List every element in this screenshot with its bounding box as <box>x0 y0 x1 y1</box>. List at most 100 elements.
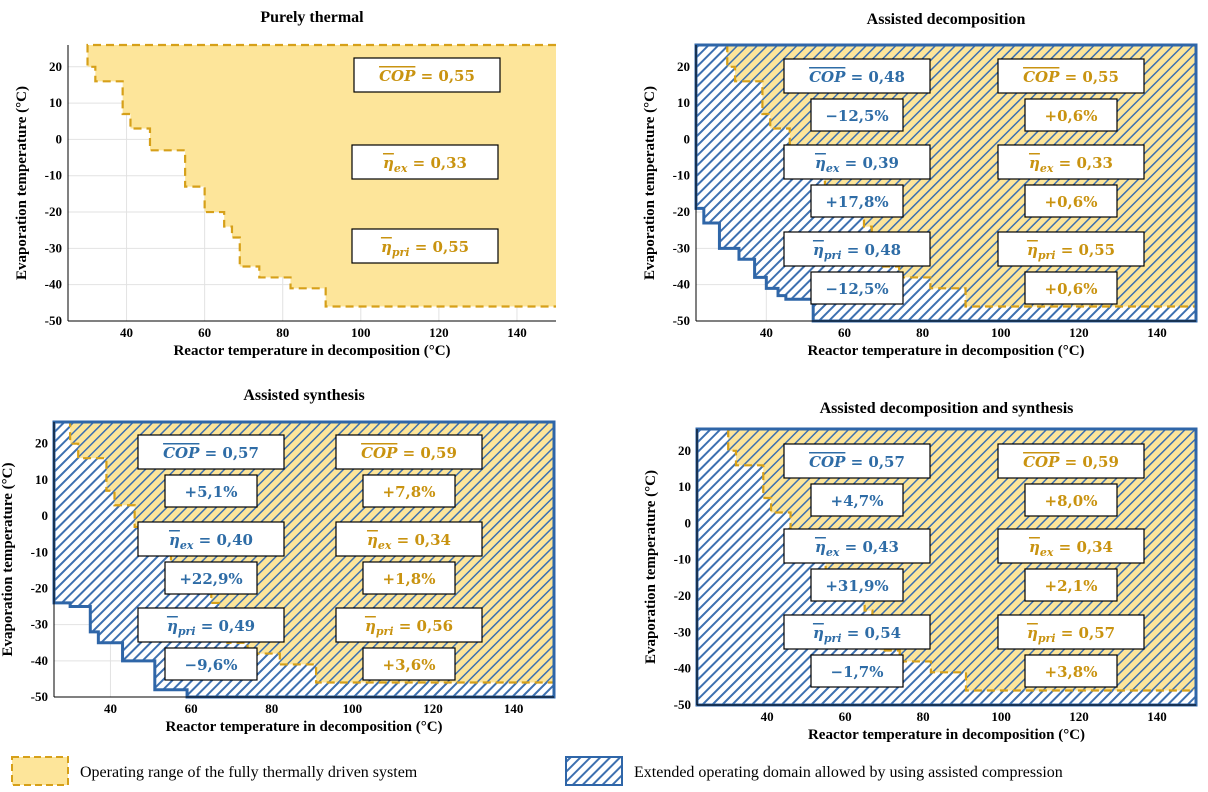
x-tick-label: 60 <box>839 709 852 724</box>
x-axis-label: Reactor temperature in decomposition (°C… <box>165 719 442 735</box>
value-box: ηpri = 0,55 +0,6% <box>997 231 1145 305</box>
y-tick-label: -50 <box>674 697 691 712</box>
y-tick-label: -20 <box>673 204 690 219</box>
x-tick-label: 120 <box>429 325 449 340</box>
change-box-frame <box>1024 568 1118 602</box>
y-tick-label: 10 <box>678 479 691 494</box>
value-box-frame <box>783 58 931 94</box>
chart-title: Purely thermal <box>260 9 364 26</box>
y-tick-label: 0 <box>684 131 691 146</box>
y-tick-label: -10 <box>31 544 48 559</box>
x-axis-label: Reactor temperature in decomposition (°C… <box>807 343 1084 359</box>
value-box: ηpri = 0,49 −9,6% <box>137 607 285 681</box>
y-tick-label: -40 <box>31 653 48 668</box>
x-tick-label: 140 <box>1147 325 1167 340</box>
y-tick-label: -40 <box>674 661 691 676</box>
value-box-frame <box>351 228 499 264</box>
x-tick-label: 80 <box>276 325 289 340</box>
value-text: ηpri = 0,57 <box>1027 624 1115 645</box>
value-box: COP = 0,59 +7,8% <box>335 434 483 508</box>
legend-thermal-swatch <box>11 756 69 786</box>
x-tick-label: 100 <box>351 325 371 340</box>
change-box-frame <box>810 654 904 688</box>
value-box-frame <box>997 614 1145 650</box>
value-box: COP = 0,55 <box>353 57 501 93</box>
x-tick-label: 140 <box>1147 709 1167 724</box>
x-tick-label: 60 <box>838 325 851 340</box>
value-box-frame <box>997 144 1145 180</box>
y-tick-label: 10 <box>35 472 48 487</box>
change-box-frame <box>164 474 258 508</box>
change-text: +7,8% <box>383 483 436 501</box>
value-box: COP = 0,57 +4,7% <box>783 443 931 517</box>
y-axis-label: Evaporation temperature (°C) <box>643 470 659 664</box>
value-text: COP = 0,55 <box>1023 68 1119 86</box>
y-tick-label: -50 <box>673 313 690 328</box>
thermal-boundary <box>727 427 1196 692</box>
x-tick-label: 140 <box>507 325 527 340</box>
value-text: ηpri = 0,55 <box>381 238 469 259</box>
y-tick-label: 10 <box>49 95 62 110</box>
y-tick-label: 0 <box>42 508 49 523</box>
change-box-frame <box>1024 271 1118 305</box>
value-box-frame <box>335 607 483 643</box>
x-tick-label: 40 <box>761 709 774 724</box>
x-tick-label: 100 <box>343 701 363 716</box>
y-axis-label: Evaporation temperature (°C) <box>14 86 30 280</box>
value-text: ηex = 0,43 <box>815 538 899 559</box>
value-box: ηpri = 0,54 −1,7% <box>783 614 931 688</box>
value-box-frame <box>783 144 931 180</box>
value-box-frame <box>137 521 285 557</box>
value-text: ηex = 0,39 <box>815 154 899 175</box>
change-box-frame <box>164 647 258 681</box>
y-tick-label: -10 <box>673 168 690 183</box>
y-tick-label: 20 <box>677 59 690 74</box>
value-text: ηpri = 0,49 <box>167 617 255 638</box>
change-text: −12,5% <box>825 280 888 298</box>
x-tick-label: 120 <box>1069 709 1089 724</box>
y-tick-label: -50 <box>45 313 62 328</box>
value-text: ηex = 0,33 <box>1029 154 1113 175</box>
value-text: ηex = 0,40 <box>169 531 253 552</box>
change-text: −12,5% <box>825 107 888 125</box>
y-tick-label: -10 <box>674 552 691 567</box>
x-tick-label: 140 <box>504 701 524 716</box>
assisted-boundary <box>694 43 1198 323</box>
change-text: +22,9% <box>179 570 242 588</box>
value-box: ηex = 0,33 +0,6% <box>997 144 1145 218</box>
x-tick-label: 120 <box>1069 325 1089 340</box>
value-text: COP = 0,55 <box>379 67 475 85</box>
change-text: +31,9% <box>825 577 888 595</box>
value-box: ηpri = 0,57 +3,8% <box>997 614 1145 688</box>
value-box: COP = 0,48 −12,5% <box>783 58 931 132</box>
change-box-frame <box>810 98 904 132</box>
change-box-frame <box>810 271 904 305</box>
change-text: +0,6% <box>1045 280 1098 298</box>
value-box: ηpri = 0,48 −12,5% <box>783 231 931 305</box>
y-tick-label: -10 <box>45 168 62 183</box>
change-text: +4,7% <box>831 492 884 510</box>
value-box-frame <box>335 434 483 470</box>
y-tick-label: -30 <box>674 624 691 639</box>
y-tick-label: -20 <box>31 580 48 595</box>
x-tick-label: 60 <box>198 325 211 340</box>
change-text: +5,1% <box>185 483 238 501</box>
y-tick-label: -30 <box>45 240 62 255</box>
y-tick-label: 20 <box>678 443 691 458</box>
value-box-frame <box>335 521 483 557</box>
x-tick-label: 100 <box>991 325 1011 340</box>
thermal-boundary <box>726 43 1196 308</box>
change-box-frame <box>1024 98 1118 132</box>
value-box: COP = 0,55 +0,6% <box>997 58 1145 132</box>
legend: Operating range of the fully thermally d… <box>11 756 1063 786</box>
x-tick-label: 80 <box>265 701 278 716</box>
chart-title: Assisted decomposition and synthesis <box>820 400 1074 417</box>
change-box-frame <box>810 483 904 517</box>
value-box: ηpri = 0,56 +3,6% <box>335 607 483 681</box>
x-axis-label: Reactor temperature in decomposition (°C… <box>808 727 1085 743</box>
change-text: +3,6% <box>383 656 436 674</box>
y-tick-label: 20 <box>49 59 62 74</box>
